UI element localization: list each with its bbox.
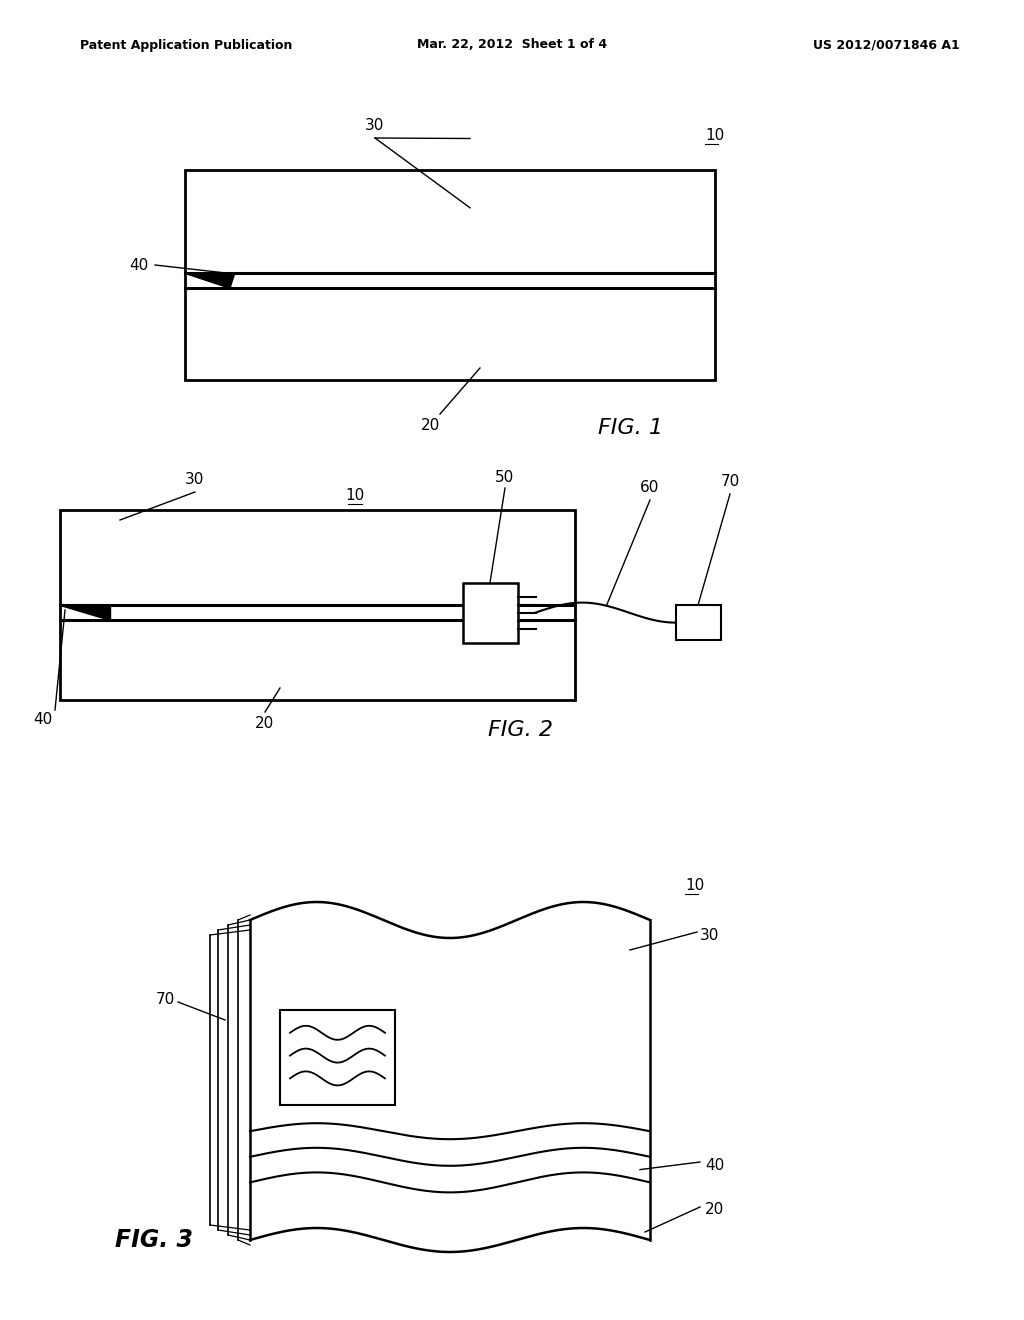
Bar bbox=[463, 582, 517, 643]
Bar bbox=[280, 1010, 395, 1105]
Bar bbox=[60, 510, 575, 700]
Text: 40: 40 bbox=[705, 1158, 724, 1172]
Text: 30: 30 bbox=[366, 117, 385, 132]
Text: Mar. 22, 2012  Sheet 1 of 4: Mar. 22, 2012 Sheet 1 of 4 bbox=[417, 38, 607, 51]
Polygon shape bbox=[185, 273, 234, 288]
Bar bbox=[185, 170, 715, 380]
Text: FIG. 2: FIG. 2 bbox=[487, 719, 553, 741]
Text: 70: 70 bbox=[720, 474, 739, 490]
Text: 10: 10 bbox=[705, 128, 724, 143]
Text: 10: 10 bbox=[685, 878, 705, 892]
Polygon shape bbox=[185, 273, 230, 288]
Text: 10: 10 bbox=[345, 487, 365, 503]
Text: FIG. 1: FIG. 1 bbox=[597, 418, 663, 438]
Text: 60: 60 bbox=[640, 480, 659, 495]
Text: Patent Application Publication: Patent Application Publication bbox=[80, 38, 293, 51]
Text: 20: 20 bbox=[255, 715, 274, 730]
Text: 30: 30 bbox=[185, 473, 205, 487]
Text: 30: 30 bbox=[700, 928, 720, 942]
Text: 20: 20 bbox=[421, 417, 439, 433]
Polygon shape bbox=[250, 902, 650, 1251]
Bar bbox=[676, 605, 721, 640]
Polygon shape bbox=[60, 605, 110, 620]
Text: US 2012/0071846 A1: US 2012/0071846 A1 bbox=[813, 38, 961, 51]
Text: 20: 20 bbox=[705, 1203, 724, 1217]
Text: 40: 40 bbox=[129, 257, 148, 272]
Text: 50: 50 bbox=[496, 470, 515, 484]
Text: 40: 40 bbox=[33, 713, 52, 727]
Text: FIG. 3: FIG. 3 bbox=[115, 1228, 193, 1251]
Text: 70: 70 bbox=[156, 993, 175, 1007]
